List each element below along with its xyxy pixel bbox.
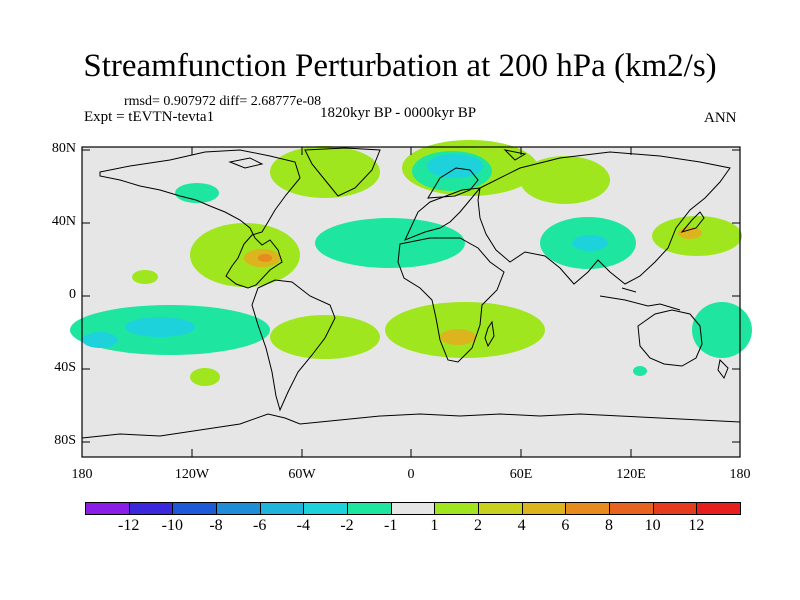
anomaly-mid-atlantic-neg bbox=[315, 218, 465, 268]
stats-line: rmsd= 0.907972 diff= 2.68777e-08 bbox=[124, 94, 322, 109]
lon-label-60e: 60E bbox=[509, 467, 533, 482]
lat-label-40n: 40N bbox=[51, 214, 76, 229]
colorbar-swatch bbox=[303, 502, 348, 515]
coast-new-zealand bbox=[717, 358, 729, 380]
anomaly-small-pacific-neg bbox=[633, 366, 647, 376]
lon-label-60w: 60W bbox=[288, 467, 316, 482]
colorbar-label: 2 bbox=[474, 517, 482, 534]
colorbar-swatch bbox=[347, 502, 392, 515]
lon-label-120e: 120E bbox=[616, 467, 646, 482]
colorbar-label: 1 bbox=[430, 517, 439, 534]
coast-madagascar bbox=[484, 320, 495, 348]
anomaly-australia-neg bbox=[692, 302, 752, 358]
anomaly-north-atlantic-pos bbox=[270, 146, 380, 198]
anomaly-caribbean-peak bbox=[258, 254, 272, 262]
lat-label-40s: 40S bbox=[54, 360, 76, 375]
colorbar-swatch bbox=[434, 502, 479, 515]
anomaly-south-pacific-pos bbox=[190, 368, 220, 386]
period-label: 1820kyr BP - 0000kyr BP bbox=[320, 105, 477, 121]
colorbar-swatch bbox=[521, 502, 567, 515]
lat-label-80s: 80S bbox=[54, 433, 76, 448]
anomaly-africa-core bbox=[440, 329, 476, 345]
colorbar-swatch bbox=[390, 502, 436, 515]
plot-title: Streamfunction Perturbation at 200 hPa (… bbox=[83, 48, 717, 84]
colorbar-swatch bbox=[128, 502, 174, 515]
lat-label-80n: 80N bbox=[51, 141, 76, 156]
coast-north-america bbox=[99, 149, 301, 289]
colorbar-label: -8 bbox=[209, 517, 223, 534]
colorbar-label: 10 bbox=[644, 517, 661, 534]
colorbar-swatch bbox=[85, 502, 130, 515]
anomaly-gulf-pos bbox=[190, 223, 300, 287]
colorbar-label: 6 bbox=[561, 517, 570, 534]
lon-label-180e: 180 bbox=[729, 467, 751, 482]
colorbar-label: -1 bbox=[383, 517, 398, 534]
colorbar-label: 12 bbox=[688, 517, 705, 534]
season-label: ANN bbox=[704, 110, 737, 126]
anomaly-tibet-core bbox=[572, 235, 608, 251]
lat-label-eq: 0 bbox=[69, 287, 76, 302]
axis-ticks bbox=[82, 147, 740, 457]
experiment-label: Expt = tEVTN-tevta1 bbox=[84, 109, 215, 125]
coast-asia bbox=[477, 151, 731, 285]
anomaly-far-south-pacific-core bbox=[82, 332, 118, 348]
anomaly-pacific-east-pos bbox=[132, 270, 158, 284]
lon-label-120w: 120W bbox=[174, 467, 210, 482]
coast-japan bbox=[680, 211, 705, 233]
colorbar-swatch bbox=[172, 502, 217, 515]
colorbar-swatch bbox=[259, 502, 305, 515]
colorbar-swatch bbox=[216, 502, 261, 515]
colorbar-label: -12 bbox=[117, 517, 140, 534]
anomaly-siberia-pos bbox=[520, 156, 610, 204]
coast-antarctica bbox=[81, 413, 741, 439]
colorbar-label: -2 bbox=[340, 517, 354, 534]
strongest-positive-fills bbox=[258, 254, 272, 262]
coast-indonesia bbox=[599, 287, 681, 311]
stronger-negative-fills bbox=[82, 154, 608, 348]
coast-greenland bbox=[304, 147, 381, 197]
colorbar-swatch bbox=[565, 502, 610, 515]
colorbar-swatch bbox=[696, 502, 741, 515]
anomaly-south-pacific-core bbox=[125, 317, 195, 337]
coastlines bbox=[81, 147, 741, 439]
colorbar-label: 8 bbox=[605, 517, 613, 534]
colorbar-label: -6 bbox=[252, 517, 267, 534]
colorbar-label: 4 bbox=[517, 517, 526, 534]
coast-africa bbox=[397, 237, 505, 363]
coast-scandinavia bbox=[427, 167, 479, 199]
lon-label-180w: 180 bbox=[71, 467, 93, 482]
colorbar-label: -10 bbox=[161, 517, 183, 534]
colorbar-swatch bbox=[652, 502, 698, 515]
coast-arctic-islands bbox=[228, 149, 527, 169]
colorbar-label: -4 bbox=[296, 517, 310, 534]
coast-australia bbox=[637, 309, 703, 367]
anomaly-west-pacific-core bbox=[678, 227, 702, 239]
anomaly-scandinavia-core bbox=[427, 154, 483, 178]
lon-label-0: 0 bbox=[407, 467, 415, 482]
colorbar-swatch bbox=[609, 502, 654, 515]
coast-south-america bbox=[251, 279, 336, 412]
colorbar-swatch bbox=[478, 502, 523, 515]
